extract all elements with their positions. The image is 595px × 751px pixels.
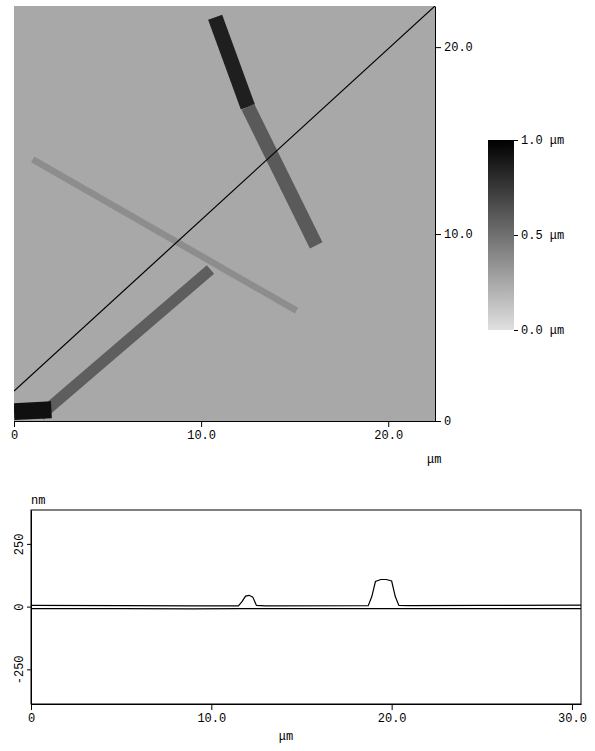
colorbar-axis-tick-mark [514,140,518,141]
profile-x-axis-tick-label: 30.0 [558,712,587,726]
profile-y-axis: -250 0 250 [13,511,32,705]
y-axis-tick-mark [435,47,441,48]
colorbar-axis-tick-mark [514,235,518,236]
profile-y-axis-tick: 0 [13,604,31,611]
profile-x-axis-tick: 10.0 [197,704,226,726]
x-axis-tick: 0 [11,421,18,443]
y-axis-tick-mark [435,421,441,422]
y-axis-tick-mark [435,234,441,235]
x-axis-tick: 20.0 [374,421,403,443]
y-axis-tick: 20.0 [435,41,473,55]
profile-x-axis-tick-mark [572,704,573,710]
x-axis: 0 10.0 20.0 [11,421,436,443]
profile-x-axis-tick-mark [211,704,212,710]
x-axis-tick-label: 10.0 [187,429,216,443]
profile-trace [31,580,581,606]
x-axis-title: μm [427,453,441,467]
profile-y-axis-line [31,511,32,705]
profile-x-axis-tick-label: 20.0 [378,712,407,726]
y-axis-line [435,7,436,422]
y-axis: 0 10.0 20.0 [435,7,473,430]
x-axis-tick-mark [14,421,15,427]
y-axis-tick-label: 20.0 [444,41,473,55]
profile-x-axis-line [32,704,582,705]
profile-y-axis-tick-label: 250 [13,534,27,556]
rod [33,159,297,310]
x-axis-tick-mark [201,421,202,427]
profile-x-axis-tick-label: 10.0 [197,712,226,726]
x-axis-title: μm [279,730,293,744]
colorbar-axis: 0.0 μm 0.5 μm 1.0 μm [514,134,564,338]
x-axis-tick-label: 0 [11,429,18,443]
plot-area [31,580,581,609]
colorbar [488,140,514,330]
profile-y-axis-tick-mark [27,669,31,670]
y-axis-tick-label: 10.0 [444,228,473,242]
plot-frame [31,510,581,704]
profile-x-axis-tick-mark [392,704,393,710]
colorbar-axis-tick: 0.0 μm [514,324,564,338]
profile-y-axis-tick-label: -250 [13,655,27,684]
colorbar-axis-tick-label: 1.0 μm [521,134,564,148]
rod [215,17,248,107]
profile-trace [31,608,581,609]
profile-x-axis: 0 10.0 20.0 30.0 [28,704,587,726]
colorbar-axis-tick-label: 0.5 μm [521,229,564,243]
background [14,6,435,421]
colorbar-axis-tick: 1.0 μm [514,134,564,148]
profile-x-axis-tick-mark [31,704,32,710]
profile-y-axis-tick-mark [27,544,31,545]
y-axis-tick-label: 0 [444,415,451,429]
y-axis-title: nm [31,494,45,508]
profile-y-axis-tick-label: 0 [13,604,27,611]
profile-x-axis-tick: 30.0 [558,704,587,726]
profile-line [14,6,435,391]
rod [40,270,210,416]
profile-y-axis-tick-mark [27,607,31,608]
x-axis-tick-mark [388,421,389,427]
figure: 0 10.0 20.0 0 10.0 20.0 μm 0.0 μm 0.5 μm 1.0 μm 0 1… [0,0,595,751]
image-area [14,6,435,421]
profile-x-axis-tick-label: 0 [28,712,35,726]
rod [248,107,316,245]
x-axis-tick-label: 20.0 [374,429,403,443]
x-axis-line [15,421,436,422]
rod [14,410,51,412]
colorbar-axis-tick: 0.5 μm [514,229,564,243]
profile-y-axis-tick: -250 [13,655,31,684]
profile-y-axis-tick: 250 [13,534,31,556]
y-axis-tick: 10.0 [435,228,473,242]
profile-x-axis-tick: 0 [28,704,35,726]
profile-x-axis-tick: 20.0 [378,704,407,726]
y-axis-tick: 0 [435,415,451,429]
colorbar-axis-tick-label: 0.0 μm [521,324,564,338]
x-axis-tick: 10.0 [187,421,216,443]
colorbar-axis-tick-mark [514,330,518,331]
